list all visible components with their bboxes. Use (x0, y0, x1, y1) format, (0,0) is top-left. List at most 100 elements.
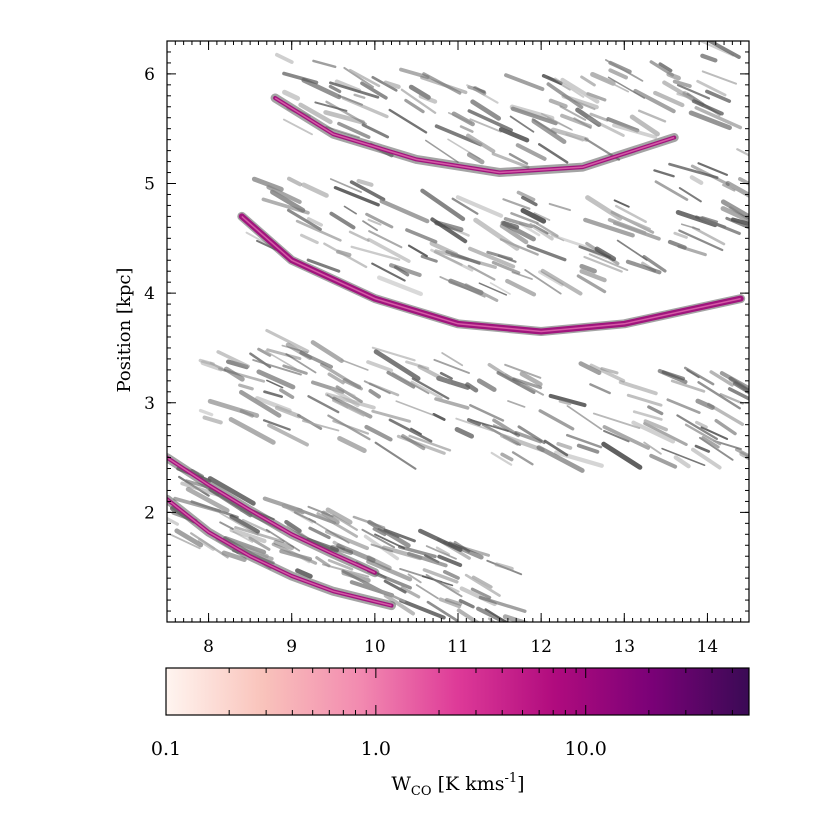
gas-streak (290, 551, 311, 564)
gas-streak (399, 67, 430, 80)
gas-streak (603, 429, 630, 443)
gas-streak (589, 112, 609, 122)
gas-streak (673, 231, 688, 239)
gas-streak (362, 220, 378, 232)
gas-streak (606, 117, 640, 133)
gas-streak (583, 255, 623, 273)
gas-streak (434, 397, 470, 410)
gas-streak (535, 222, 559, 237)
gas-streak (507, 400, 526, 408)
gas-streak (284, 519, 302, 533)
gas-streak (673, 455, 691, 469)
gas-streak (678, 229, 724, 252)
gas-streak (264, 350, 297, 370)
gas-streak (301, 182, 329, 198)
gas-streak (332, 514, 358, 531)
gas-streak (266, 348, 302, 361)
gas-streak (700, 426, 729, 440)
gas-streak (397, 545, 437, 559)
gas-streak (496, 371, 536, 394)
gas-streak (500, 220, 536, 242)
y-axis-label: Position [kpc] (114, 268, 135, 393)
gas-streak (738, 177, 749, 186)
gas-streak (512, 377, 543, 390)
gas-streak (429, 241, 459, 257)
gas-streak (470, 99, 502, 121)
gas-streak (594, 246, 617, 262)
gas-streak (373, 349, 421, 381)
gas-streak (287, 176, 303, 187)
gas-streak (466, 152, 485, 165)
gas-streak (601, 441, 643, 470)
gas-streak (332, 396, 373, 419)
gas-streak (720, 206, 749, 224)
colorbar-label: WCO [K kms-1] (391, 771, 524, 799)
gas-streak (379, 199, 430, 224)
gas-streak (521, 195, 538, 207)
gas-streak (377, 527, 400, 539)
gas-streak (282, 118, 313, 136)
colorbar: 0.1 1.0 10.0 WCO [K kms-1] (151, 667, 750, 799)
gas-streak (508, 152, 529, 165)
gas-streak (343, 66, 374, 88)
gas-streak (709, 370, 734, 387)
gas-streak (282, 89, 301, 101)
gas-streak (374, 441, 417, 470)
gas-streak (363, 380, 391, 395)
gas-streak (366, 360, 394, 373)
gas-streak (722, 183, 736, 192)
gas-streak (476, 378, 497, 392)
gas-streak (219, 512, 259, 536)
gas-streak (239, 409, 254, 418)
gas-streak (699, 41, 735, 57)
gas-streak (219, 521, 234, 530)
gas-streak (688, 110, 732, 131)
gas-streak (579, 263, 597, 274)
gas-streak (239, 389, 282, 418)
gas-streak (370, 543, 394, 553)
gas-streak (566, 405, 603, 431)
gas-streak (680, 223, 701, 231)
gas-streak (608, 60, 632, 74)
gas-streak (353, 93, 366, 99)
gas-streak (705, 89, 732, 103)
gas-streak (301, 419, 340, 432)
gas-streak (434, 124, 483, 147)
gas-streak (498, 127, 530, 143)
gas-streak (701, 70, 738, 85)
gas-streak (705, 41, 741, 59)
gas-streak (678, 187, 702, 203)
colorbar-label-unit: [K kms (432, 773, 505, 795)
gas-streak (335, 385, 363, 404)
gas-streak (629, 114, 660, 137)
gas-streak (694, 106, 743, 130)
gas-streak (310, 340, 344, 363)
gas-streak (168, 533, 201, 550)
gas-streak (325, 507, 353, 525)
gas-streak (393, 265, 410, 277)
gas-streak (348, 230, 370, 242)
gas-streak (265, 528, 301, 552)
gas-streak (439, 276, 486, 298)
gas-streak (312, 59, 337, 69)
gas-streak (573, 99, 596, 111)
gas-streak (202, 415, 223, 425)
gas-streak (613, 221, 661, 241)
gas-streak (489, 282, 511, 295)
gas-streak (579, 269, 607, 283)
gas-streak (695, 398, 715, 410)
gas-streak (492, 418, 521, 438)
gas-streak (499, 433, 545, 453)
gas-streak (670, 379, 706, 393)
gas-streak (395, 400, 435, 416)
gas-streak (255, 396, 292, 413)
gas-streak (329, 178, 362, 193)
gas-streak (497, 254, 517, 263)
gas-streak (643, 422, 688, 446)
gas-streak (695, 420, 708, 429)
gas-streak (441, 352, 464, 367)
gas-streak (299, 233, 319, 245)
gas-streak (407, 244, 428, 258)
gas-streak (469, 118, 502, 133)
